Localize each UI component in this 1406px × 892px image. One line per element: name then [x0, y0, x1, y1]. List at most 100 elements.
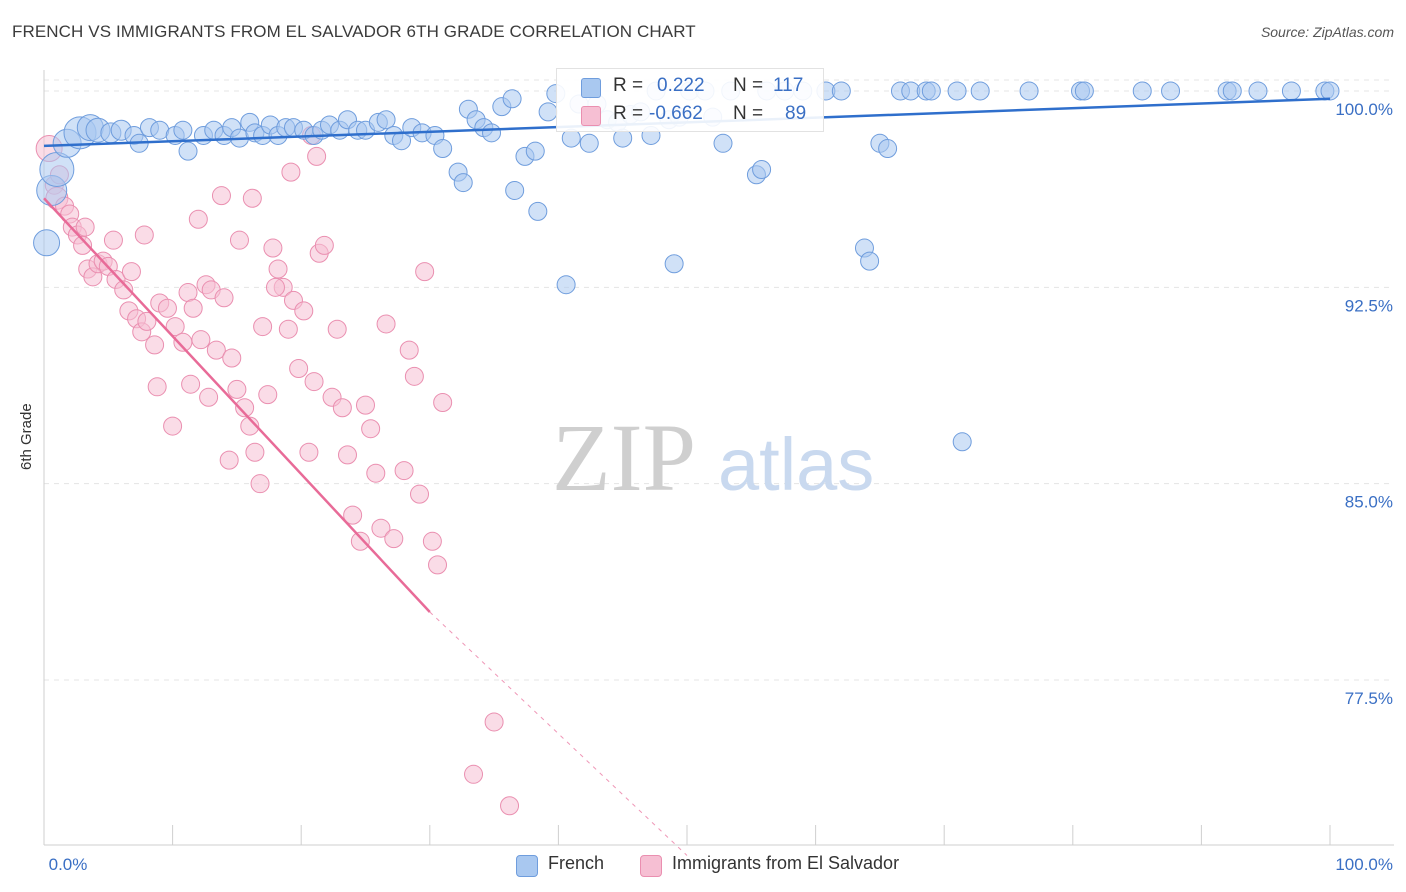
french-point	[752, 159, 772, 179]
x-tick-label: 100.0%	[1335, 855, 1393, 874]
french-point	[1222, 81, 1242, 101]
salvador-point	[314, 235, 334, 255]
tick-labels: 100.0% 92.5% 85.0% 77.5% 0.0% 100.0%	[49, 100, 1393, 874]
french-point	[1248, 81, 1268, 101]
salvador-point	[410, 484, 430, 504]
french-legend-icon	[516, 855, 538, 877]
salvador-point	[415, 262, 435, 282]
series-salvador-points	[35, 125, 520, 816]
salvador-point	[253, 317, 273, 337]
french-point	[947, 81, 967, 101]
salvador-point	[211, 186, 231, 206]
salvador-point	[263, 238, 283, 258]
salvador-point	[464, 764, 484, 784]
french-point	[33, 229, 61, 257]
french-point	[921, 81, 941, 101]
legend-row-french: R = 0.222 N = 117	[557, 72, 823, 102]
salvador-point	[484, 712, 504, 732]
salvador-point	[343, 505, 363, 525]
n-value: 89	[785, 103, 807, 124]
salvador-point	[307, 146, 327, 166]
salvador-point	[214, 288, 234, 308]
french-point	[453, 173, 473, 193]
french-point	[713, 133, 733, 153]
salvador-point	[356, 395, 375, 415]
salvador-point	[384, 529, 404, 549]
r-value: 0.222	[657, 75, 705, 96]
salvador-point	[422, 531, 442, 551]
salvador-trend-extension	[429, 611, 688, 856]
salvador-point	[394, 461, 414, 481]
salvador-point	[163, 416, 183, 436]
french-point	[664, 254, 684, 274]
salvador-point	[165, 317, 185, 337]
salvador-legend-icon	[640, 855, 662, 877]
x-tick-label: 0.0%	[49, 855, 88, 874]
salvador-point	[121, 262, 141, 282]
salvador-point	[500, 796, 520, 816]
salvador-point	[191, 330, 211, 350]
salvador-point	[114, 280, 134, 300]
salvador-point	[350, 531, 370, 551]
salvador-point	[199, 387, 219, 407]
french-point	[952, 432, 972, 452]
salvador-point	[222, 348, 242, 368]
salvador-point	[250, 474, 270, 494]
salvador-point	[404, 366, 424, 386]
salvador-point	[157, 298, 177, 318]
salvador-point	[134, 225, 154, 245]
legend-label-french: French	[548, 853, 605, 873]
french-point	[1132, 81, 1152, 101]
salvador-point	[332, 398, 352, 418]
salvador-point	[181, 374, 201, 394]
source-note: Source: ZipAtlas.com	[1260, 24, 1394, 40]
salvador-point	[289, 358, 309, 378]
salvador-swatch-icon	[581, 106, 601, 126]
salvador-point	[103, 230, 123, 250]
salvador-point	[327, 319, 347, 339]
salvador-point	[227, 379, 247, 399]
legend-label-salvador: Immigrants from El Salvador	[672, 853, 900, 873]
salvador-point	[294, 301, 314, 321]
french-point	[1320, 81, 1340, 101]
french-point	[579, 133, 599, 153]
salvador-point	[428, 555, 448, 575]
salvador-point	[145, 335, 165, 355]
salvador-point	[183, 298, 203, 318]
r-label: R =	[613, 75, 644, 96]
salvador-point	[219, 450, 239, 470]
salvador-point	[278, 319, 298, 339]
salvador-point	[433, 393, 453, 413]
salvador-point	[137, 311, 157, 331]
salvador-point	[265, 277, 285, 297]
y-tick-label: 100.0%	[1335, 100, 1393, 119]
y-tick-label: 85.0%	[1345, 493, 1393, 512]
correlation-legend: R = 0.222 N = 117 R = -0.662 N = 89	[556, 68, 824, 132]
french-point	[878, 139, 898, 159]
n-label: N =	[733, 103, 764, 124]
y-axis-label: 6th Grade	[18, 403, 35, 470]
salvador-point	[371, 518, 391, 538]
salvador-point	[258, 385, 278, 405]
salvador-point	[304, 372, 324, 392]
watermark-atlas: atlas	[718, 423, 874, 506]
salvador-point	[268, 259, 288, 279]
salvador-point	[337, 445, 357, 465]
n-label: N =	[733, 75, 764, 96]
legend-row-salvador: R = -0.662 N = 89	[557, 100, 823, 130]
french-point	[556, 275, 576, 295]
salvador-point	[361, 419, 381, 439]
french-point	[482, 123, 502, 143]
n-value: 117	[773, 75, 804, 96]
salvador-point	[242, 188, 262, 208]
french-point	[1281, 81, 1301, 101]
salvador-point	[73, 235, 93, 255]
french-point	[970, 81, 990, 101]
french-swatch-icon	[581, 78, 601, 98]
french-point	[831, 81, 851, 101]
salvador-point	[240, 416, 260, 436]
salvador-point	[75, 217, 95, 237]
series-legend: French Immigrants from El Salvador	[0, 852, 1406, 878]
salvador-point	[299, 442, 319, 462]
